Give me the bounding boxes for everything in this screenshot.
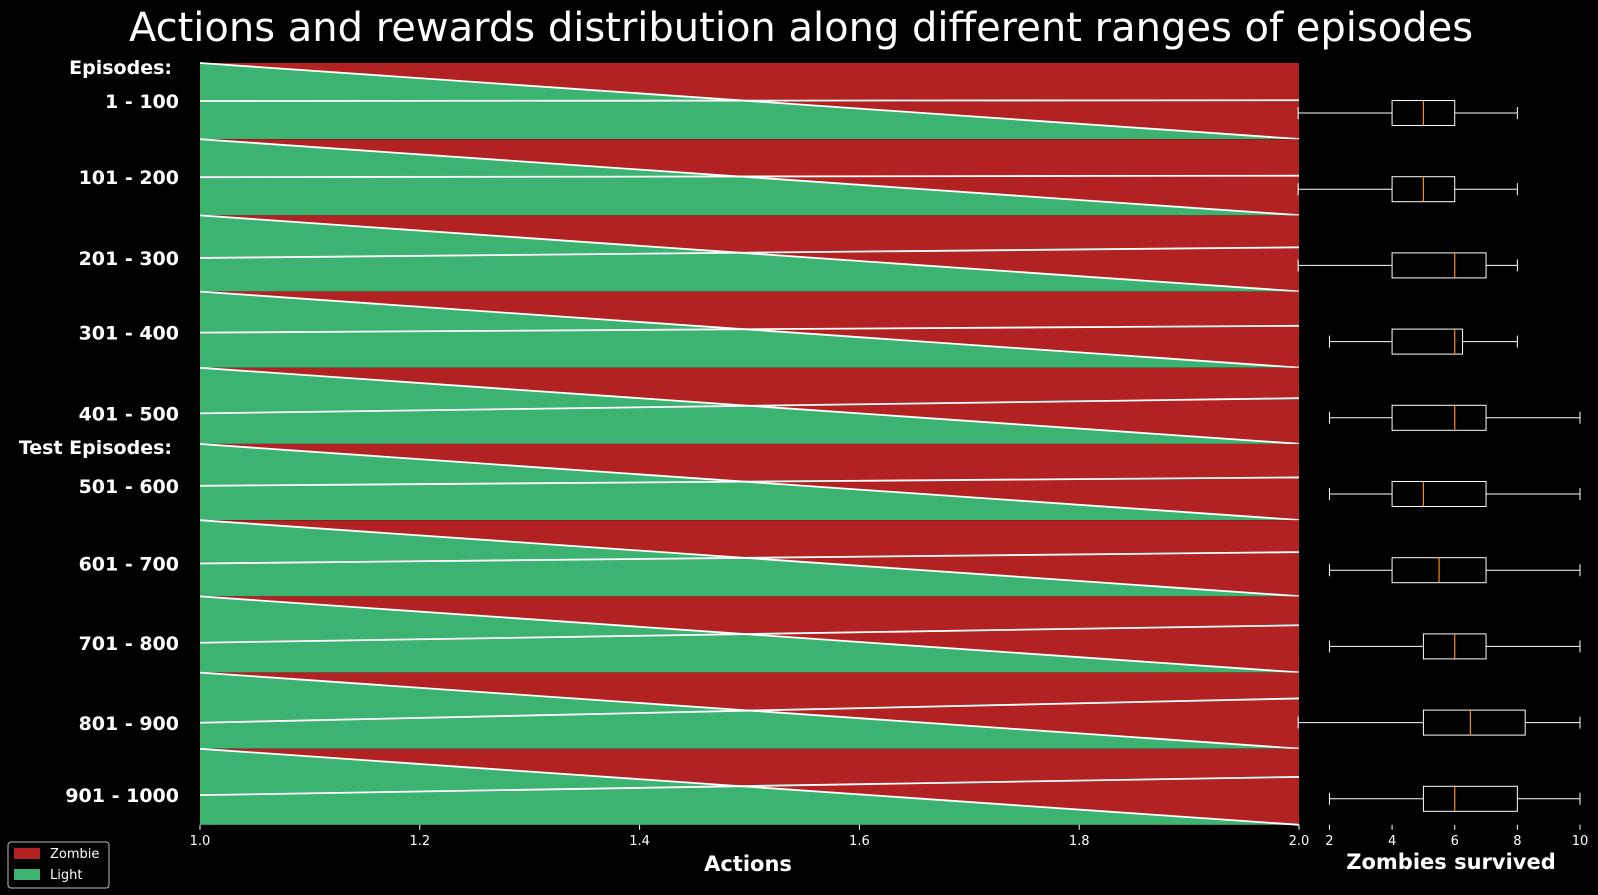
row-label: 901 - 1000 — [65, 785, 179, 807]
row-label: 601 - 700 — [79, 554, 179, 576]
box-tick-label: 10 — [1572, 834, 1589, 849]
split-line — [199, 624, 1300, 644]
box-iqr — [1422, 785, 1518, 812]
box-iqr — [1391, 328, 1464, 355]
actions-x-axis: 1.0 1.2 1.4 1.6 1.8 2.0 — [190, 824, 1310, 849]
box-iqr — [1391, 481, 1487, 507]
box-rows — [1297, 100, 1581, 812]
split-line — [199, 397, 1300, 415]
actions-axis-label: Actions — [704, 852, 792, 876]
row-label: 801 - 900 — [79, 713, 179, 735]
action-row — [199, 290, 1300, 369]
row-label: 401 - 500 — [79, 403, 179, 425]
area-rows — [199, 62, 1300, 826]
action-row — [199, 214, 1300, 293]
box-iqr — [1422, 709, 1526, 736]
row-label: 201 - 300 — [79, 248, 179, 270]
x-tick-label: 2.0 — [1289, 834, 1310, 849]
box-plot — [1328, 481, 1581, 507]
box-tick-label: 4 — [1388, 834, 1396, 849]
split-line — [199, 246, 1300, 259]
box-plot — [1297, 709, 1581, 736]
box-tick-label: 2 — [1325, 834, 1333, 849]
row-label: 1 - 100 — [105, 91, 179, 113]
row-labels: 1 - 100 101 - 200 201 - 300 301 - 400 401 - … — [65, 91, 179, 807]
legend-swatch-light — [14, 869, 40, 880]
split-line — [199, 476, 1300, 487]
box-plot — [1328, 404, 1581, 431]
action-row — [199, 366, 1300, 445]
row-label: 501 - 600 — [79, 476, 179, 498]
chart-title: Actions and rewards distribution along d… — [129, 5, 1473, 51]
action-row — [199, 138, 1300, 217]
box-plot — [1297, 176, 1518, 203]
zombies-axis-label: Zombies survived — [1346, 850, 1555, 874]
action-row — [199, 62, 1300, 140]
group-labels: Episodes: Test Episodes: — [19, 57, 172, 459]
box-plot — [1328, 557, 1581, 584]
legend-swatch-zombie — [14, 848, 40, 859]
row-label: 101 - 200 — [79, 167, 179, 189]
legend-label-light: Light — [50, 868, 82, 883]
box-plot — [1297, 252, 1518, 279]
split-line — [199, 99, 1300, 102]
box-tick-label: 8 — [1513, 834, 1521, 849]
box-iqr — [1391, 252, 1487, 279]
action-row — [199, 747, 1300, 826]
action-row — [199, 671, 1300, 750]
box-plot — [1297, 100, 1518, 126]
x-tick-label: 1.8 — [1069, 834, 1090, 849]
x-tick-label: 1.0 — [190, 834, 211, 849]
box-plot — [1328, 328, 1518, 355]
row-label: 301 - 400 — [79, 323, 179, 345]
group-label: Test Episodes: — [19, 437, 172, 459]
group-label: Episodes: — [69, 57, 172, 79]
box-plot — [1328, 633, 1581, 660]
split-line — [199, 324, 1300, 334]
split-line — [199, 776, 1300, 797]
action-row — [199, 519, 1300, 598]
split-line — [199, 551, 1300, 565]
legend-label-zombie: Zombie — [50, 847, 99, 862]
zombies-x-axis: 2 4 6 8 10 — [1325, 824, 1589, 849]
x-tick-label: 1.6 — [849, 834, 870, 849]
action-row — [199, 443, 1300, 521]
action-row — [199, 595, 1300, 674]
split-line — [199, 174, 1300, 179]
box-plot — [1328, 785, 1581, 812]
legend: Zombie Light — [7, 841, 110, 889]
x-tick-label: 1.4 — [629, 834, 650, 849]
box-iqr — [1391, 404, 1487, 431]
x-tick-label: 1.2 — [409, 834, 430, 849]
split-line — [199, 697, 1300, 724]
box-tick-label: 6 — [1451, 834, 1459, 849]
row-label: 701 - 800 — [79, 633, 179, 655]
